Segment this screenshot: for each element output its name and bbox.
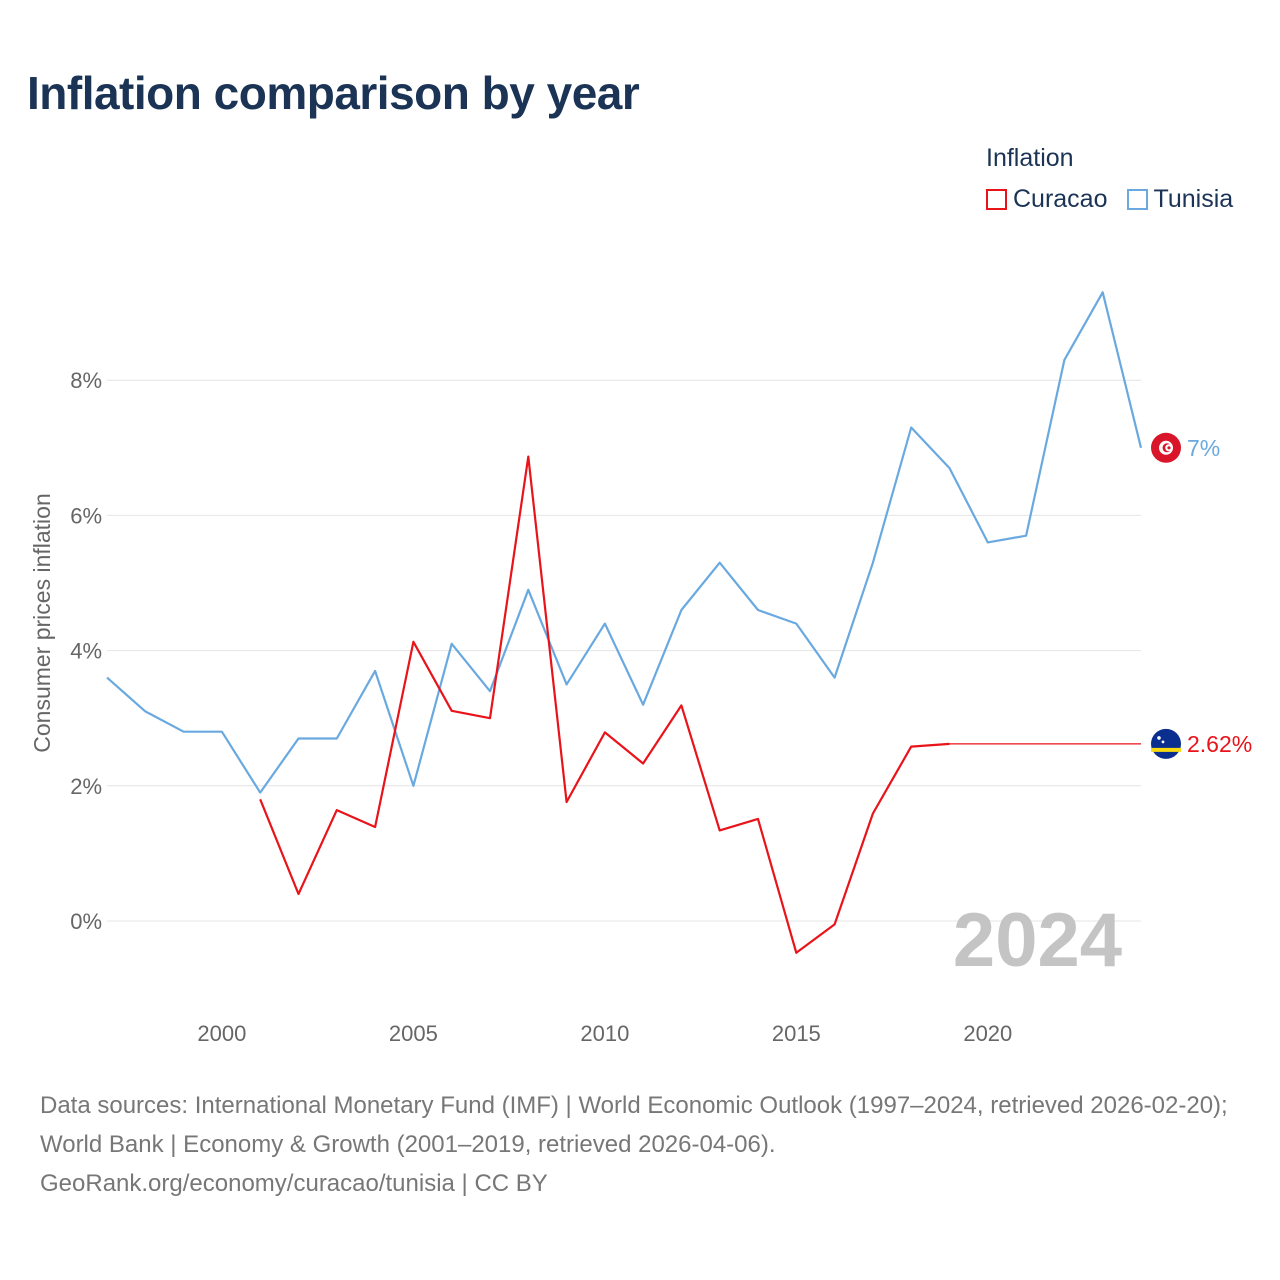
credit-link[interactable]: GeoRank.org/economy/curacao/tunisia | CC… [40,1170,548,1197]
chart-title: Inflation comparison by year [27,67,640,119]
y-tick-label-6: 6% [70,503,102,528]
legend-label-tunisia: Tunisia [1153,185,1234,213]
legend-swatch-tunisia [1126,189,1148,210]
x-axis-ticks: 2000 2005 2010 2015 2020 [197,1021,1012,1046]
line-chart: 0% 2% 4% 6% 8% 2000 2005 2010 2015 2020 Consumer… [29,291,1252,1046]
legend: Curacao Tunisia [986,185,1252,214]
curacao-flag-star-2 [1161,740,1165,744]
curacao-flag-star-1 [1157,736,1161,740]
y-tick-label-4: 4% [70,639,102,664]
series-lines [106,291,1143,954]
x-tick-label-2005: 2005 [389,1021,438,1046]
end-label-tunisia: 7% [1187,435,1220,461]
end-label-curacao: 2.62% [1187,731,1252,757]
y-axis-ticks: 0% 2% 4% 6% 8% [70,368,102,934]
tunisia-flag-icon [1151,432,1181,463]
x-tick-label-2000: 2000 [197,1021,246,1046]
y-tick-label-8: 8% [70,368,102,393]
x-tick-label-2010: 2010 [580,1021,629,1046]
legend-title: Inflation [986,144,1074,172]
legend-item-tunisia[interactable]: Tunisia [1126,185,1234,214]
data-sources: Data sources: International Monetary Fun… [40,1092,1228,1158]
year-watermark: 2024 [953,898,1122,983]
footer: Data sources: International Monetary Fun… [40,1086,1255,1203]
curacao-flag-icon [1151,728,1181,759]
curacao-flag-stripe [1151,747,1181,752]
y-tick-label-2: 2% [70,774,102,799]
x-tick-label-2015: 2015 [772,1021,821,1046]
series-line-curacao [259,455,950,954]
end-markers: 7% 2.62% [1151,432,1252,759]
legend-label-curacao: Curacao [1013,185,1108,213]
tunisia-flag-star [1167,446,1171,450]
y-axis-title: Consumer prices inflation [29,493,55,753]
series-line-tunisia [106,291,1143,794]
legend-swatch-curacao [986,189,1007,210]
x-tick-label-2020: 2020 [963,1021,1012,1046]
y-tick-label-0: 0% [70,909,102,934]
legend-item-curacao[interactable]: Curacao [986,185,1108,214]
curacao-flag-disc [1151,728,1181,759]
gridlines [107,379,1141,922]
